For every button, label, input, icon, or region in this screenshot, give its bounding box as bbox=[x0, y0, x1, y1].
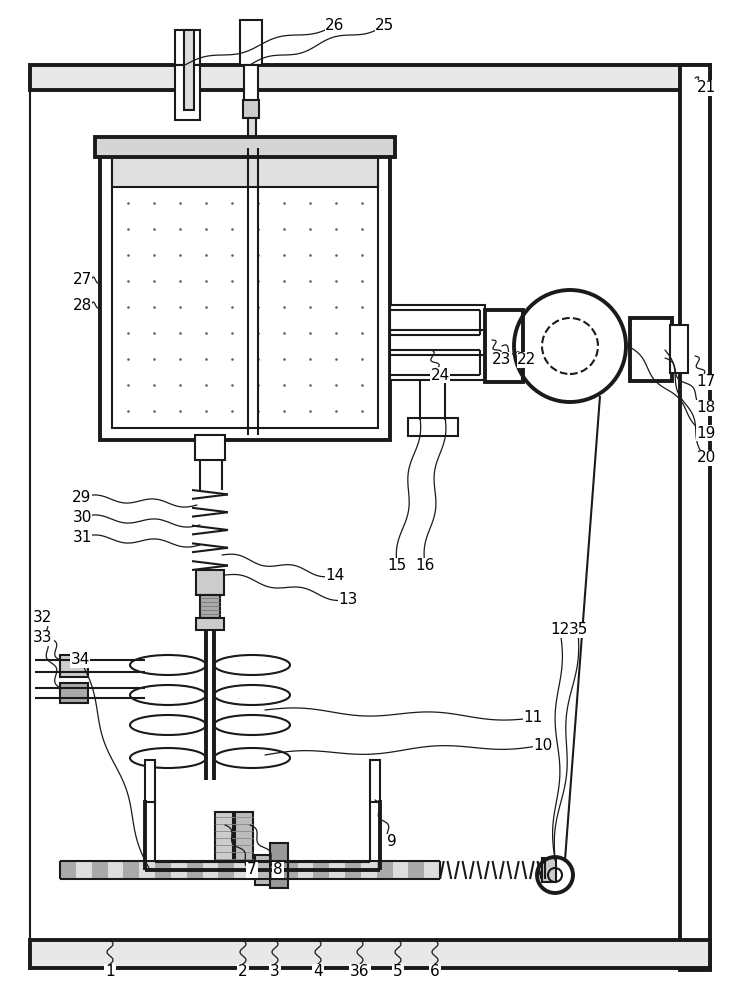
Bar bbox=[248, 118, 256, 148]
Bar bbox=[175, 65, 200, 120]
Text: 33: 33 bbox=[33, 631, 53, 646]
Bar bbox=[92, 861, 108, 879]
Text: 36: 36 bbox=[350, 964, 370, 980]
Bar bbox=[184, 30, 194, 110]
Text: 11: 11 bbox=[523, 710, 542, 726]
Bar bbox=[630, 318, 672, 381]
Bar bbox=[195, 435, 225, 460]
Bar bbox=[203, 861, 218, 879]
Bar bbox=[313, 861, 329, 879]
Bar bbox=[390, 305, 485, 380]
Bar bbox=[244, 65, 258, 115]
Bar bbox=[670, 325, 688, 373]
Text: 35: 35 bbox=[568, 622, 588, 638]
Bar bbox=[255, 855, 285, 885]
Text: 28: 28 bbox=[73, 298, 91, 312]
Bar bbox=[329, 861, 345, 879]
Bar bbox=[175, 30, 200, 65]
Text: 13: 13 bbox=[338, 592, 358, 607]
Text: 22: 22 bbox=[517, 353, 536, 367]
Bar bbox=[377, 861, 393, 879]
Text: 25: 25 bbox=[375, 17, 395, 32]
Text: 30: 30 bbox=[72, 510, 92, 524]
Text: 18: 18 bbox=[697, 400, 715, 416]
Text: 2: 2 bbox=[238, 964, 248, 980]
Bar bbox=[370, 760, 380, 802]
Text: 14: 14 bbox=[326, 568, 344, 584]
Bar bbox=[108, 861, 123, 879]
Bar bbox=[145, 760, 155, 802]
Text: 21: 21 bbox=[697, 81, 715, 96]
Bar bbox=[123, 861, 139, 879]
Text: 1: 1 bbox=[105, 964, 115, 980]
Bar bbox=[361, 861, 377, 879]
Bar bbox=[30, 65, 710, 90]
Bar bbox=[243, 100, 259, 118]
Bar bbox=[218, 861, 234, 879]
Bar bbox=[345, 861, 361, 879]
Bar bbox=[485, 310, 523, 382]
Bar bbox=[196, 570, 224, 595]
Bar bbox=[187, 861, 203, 879]
Text: 24: 24 bbox=[430, 367, 450, 382]
Bar bbox=[235, 812, 253, 867]
Text: 10: 10 bbox=[533, 738, 553, 752]
Text: 29: 29 bbox=[72, 489, 92, 504]
Bar bbox=[60, 861, 76, 879]
Text: 23: 23 bbox=[492, 353, 512, 367]
Bar bbox=[250, 861, 266, 879]
Bar bbox=[112, 157, 378, 187]
Text: 32: 32 bbox=[33, 610, 53, 626]
Text: 34: 34 bbox=[70, 652, 90, 668]
Text: 20: 20 bbox=[697, 450, 715, 466]
Bar bbox=[298, 861, 313, 879]
Text: 7: 7 bbox=[247, 862, 257, 878]
Bar bbox=[424, 861, 440, 879]
Bar bbox=[30, 940, 710, 968]
Bar bbox=[200, 595, 220, 618]
Bar bbox=[542, 858, 556, 882]
Bar bbox=[266, 861, 282, 879]
Bar bbox=[196, 618, 224, 630]
Bar bbox=[171, 861, 187, 879]
Bar bbox=[100, 145, 390, 440]
Bar bbox=[60, 655, 88, 677]
Text: 3: 3 bbox=[270, 964, 280, 980]
Bar bbox=[155, 861, 171, 879]
Text: 15: 15 bbox=[387, 558, 407, 574]
Text: 31: 31 bbox=[72, 530, 92, 544]
Bar bbox=[680, 65, 710, 970]
Bar bbox=[215, 812, 233, 867]
Bar bbox=[95, 137, 395, 157]
Text: 12: 12 bbox=[551, 622, 570, 638]
Bar bbox=[60, 683, 88, 703]
Bar bbox=[270, 843, 288, 888]
Bar bbox=[234, 861, 250, 879]
Text: 19: 19 bbox=[696, 426, 716, 440]
Text: 5: 5 bbox=[393, 964, 403, 980]
Text: 26: 26 bbox=[325, 17, 345, 32]
Bar bbox=[408, 861, 424, 879]
Text: 16: 16 bbox=[416, 558, 435, 574]
Bar bbox=[282, 861, 298, 879]
Bar bbox=[76, 861, 92, 879]
Text: 4: 4 bbox=[313, 964, 323, 980]
Bar bbox=[240, 20, 262, 65]
Bar bbox=[393, 861, 408, 879]
Bar bbox=[112, 157, 378, 428]
Text: 9: 9 bbox=[387, 834, 397, 850]
Text: 8: 8 bbox=[273, 862, 283, 878]
Text: 6: 6 bbox=[430, 964, 440, 980]
Text: 27: 27 bbox=[73, 272, 91, 288]
Bar bbox=[408, 418, 458, 436]
Bar bbox=[139, 861, 155, 879]
Text: 17: 17 bbox=[697, 374, 715, 389]
